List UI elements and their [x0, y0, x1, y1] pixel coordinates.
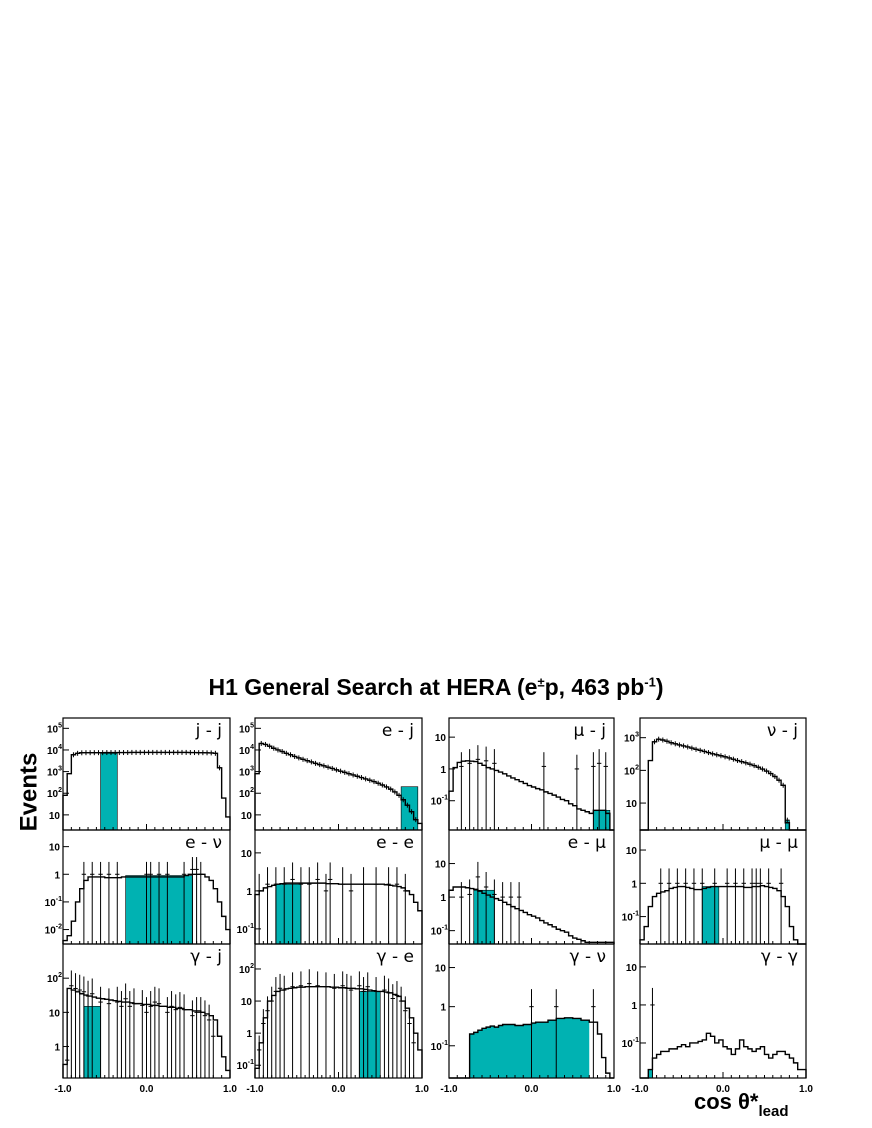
channel-label: μ - j	[574, 721, 606, 741]
chart-title: H1 General Search at HERA (e±p, 463 pb-1…	[208, 674, 664, 700]
y-tick-label: 10	[241, 849, 253, 860]
signal-region	[701, 886, 720, 945]
y-tick-label: 102	[239, 787, 254, 800]
y-tick-label: 10	[626, 799, 638, 810]
channel-label: ν - j	[767, 721, 798, 741]
y-tick-label: 10-1	[237, 1059, 254, 1072]
mc-histogram	[62, 751, 231, 830]
y-tick-label: 10-1	[622, 911, 639, 924]
y-tick-label: 105	[239, 722, 254, 735]
y-tick-label: 10-1	[431, 925, 448, 938]
y-tick-label: 10	[241, 811, 253, 822]
signal-region	[275, 883, 302, 945]
y-tick-label: 1	[631, 1001, 637, 1012]
y-tick-label: 103	[624, 732, 639, 745]
x-tick-label: 1.0	[799, 1084, 813, 1095]
x-tick-label: 1.0	[223, 1084, 237, 1095]
y-tick-label: 10	[241, 997, 253, 1008]
y-tick-label: 1	[246, 887, 252, 898]
mc-histogram	[640, 1032, 807, 1079]
y-tick-label: 105	[47, 722, 62, 735]
y-tick-label: 10-2	[45, 924, 62, 937]
channel-label: γ - e	[377, 947, 414, 967]
panel-7: 10-1 1 10 e - μ	[431, 829, 615, 945]
y-tick-label: 102	[47, 972, 62, 985]
y-tick-label: 1	[440, 1003, 446, 1014]
x-tick-label: -1.0	[54, 1084, 72, 1095]
signal-region	[473, 889, 495, 945]
panel-2: 10 102 103 104 105 e - j	[239, 717, 423, 831]
signal-region	[100, 753, 118, 831]
panel-1: 10 102 103 104 105 j - j	[47, 717, 231, 831]
y-tick-label: 10	[626, 963, 638, 974]
mc-histogram	[640, 738, 806, 831]
x-tick-label: -1.0	[631, 1084, 649, 1095]
y-tick-label: 104	[239, 744, 254, 757]
panel-4: 10 102 103 ν - j	[624, 717, 807, 831]
y-tick-label: 103	[47, 766, 62, 779]
y-tick-label: 1	[246, 1029, 252, 1040]
x-tick-label: 0.0	[716, 1084, 730, 1095]
y-tick-label: 10-1	[237, 923, 254, 936]
y-tick-label: 10-1	[431, 795, 448, 808]
x-tick-label: -1.0	[246, 1084, 264, 1095]
y-tick-label: 102	[239, 963, 254, 976]
y-tick-label: 10-1	[622, 1037, 639, 1050]
y-tick-label: 10	[435, 860, 447, 871]
y-tick-label: 1	[440, 893, 446, 904]
panel-8: 10-1 1 10 μ - μ	[622, 829, 807, 945]
y-tick-label: 104	[47, 744, 62, 757]
y-tick-label: 10-1	[45, 896, 62, 909]
mc-histogram	[254, 742, 423, 830]
channel-label: e - j	[382, 721, 414, 741]
y-tick-label: 10	[49, 1008, 61, 1019]
y-tick-label: 1	[54, 1043, 60, 1054]
y-tick-label: 10	[626, 846, 638, 857]
channel-label: e - ν	[185, 833, 222, 853]
x-tick-label: 1.0	[415, 1084, 429, 1095]
y-tick-label: 102	[47, 787, 62, 800]
y-tick-label: 1	[631, 879, 637, 890]
channel-label: e - μ	[568, 833, 606, 853]
y-tick-label: 10	[49, 811, 61, 822]
signal-region	[359, 991, 381, 1079]
y-tick-label: 10	[435, 964, 447, 975]
panel-3: 10-1 1 10 μ - j	[431, 717, 615, 831]
panel-12: 10-1 1 10 γ - γ -1.0 0.0 1.0	[622, 943, 813, 1095]
x-tick-label: 0.0	[525, 1084, 539, 1095]
y-tick-label: 102	[624, 764, 639, 777]
x-axis-label: cos θ*lead	[694, 1089, 789, 1120]
mc-histogram	[448, 760, 614, 831]
y-tick-label: 10-1	[431, 1040, 448, 1053]
x-tick-label: 0.0	[332, 1084, 346, 1095]
panel-6: 10-1 1 10 e - e	[237, 829, 423, 945]
channel-label: μ - μ	[759, 833, 798, 853]
x-tick-label: 1.0	[607, 1084, 621, 1095]
panel-5: 10-2 10-1 1 10 e - ν	[45, 829, 231, 945]
channel-label: γ - ν	[570, 947, 607, 967]
panel-10: 10-1 1 10 102 γ - e -1.0 0.0 1.0	[237, 943, 429, 1095]
panel-9: 1 10 102 γ - j -1.0 0.0 1.0	[47, 943, 237, 1095]
channel-label: e - e	[376, 833, 414, 853]
signal-region	[469, 1017, 590, 1078]
y-tick-label: 1	[54, 870, 60, 881]
channel-label: γ - j	[190, 947, 222, 967]
panel-11: 10-1 1 10 γ - ν -1.0 0.0 1.0	[431, 943, 621, 1095]
channel-label: γ - γ	[761, 947, 798, 967]
y-tick-label: 103	[239, 766, 254, 779]
x-tick-label: 0.0	[140, 1084, 154, 1095]
y-tick-label: 10	[435, 733, 447, 744]
channel-label: j - j	[195, 721, 222, 741]
y-tick-label: 10	[49, 843, 61, 854]
y-tick-label: 1	[440, 765, 446, 776]
x-tick-label: -1.0	[440, 1084, 458, 1095]
